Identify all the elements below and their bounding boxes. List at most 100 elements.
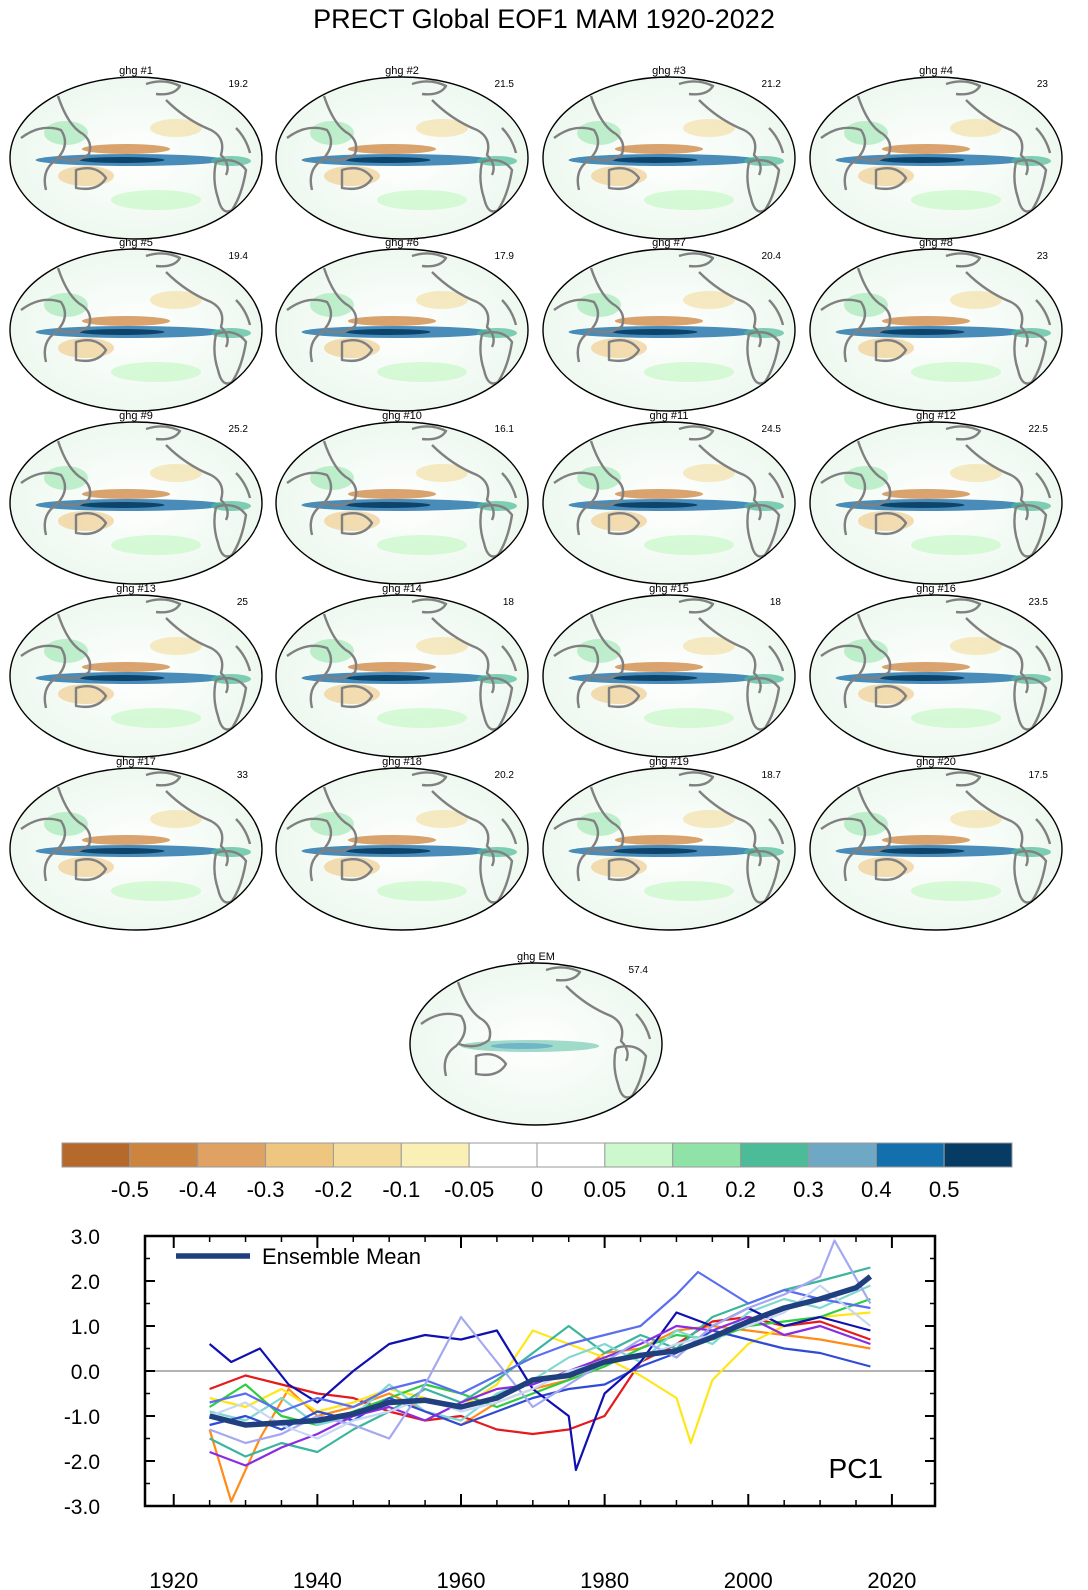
coastline [945,425,982,441]
wet-anomaly-patch [44,121,88,145]
coastline [420,1012,467,1077]
panel-label: ghg #17 [116,756,156,768]
coastline [235,299,252,326]
dry-anomaly-band [881,489,971,499]
coastline [1035,818,1052,845]
colorbar-swatch [672,1142,742,1168]
dry-anomaly-band [881,316,971,326]
dry-anomaly-band [81,835,171,845]
coastline [874,685,908,709]
dry-anomaly-band [614,489,704,499]
coastline [145,598,182,614]
eof-map-panel: ghg #16 23.5 [809,583,1063,758]
wet-anomaly-patch [111,708,201,728]
dry-anomaly-band [614,835,704,845]
dry-anomaly-patch [416,637,468,655]
coastline [20,644,67,709]
panel-variance-explained: 23 [1037,79,1049,90]
colorbar-label: -0.4 [179,1177,217,1202]
coastline [820,298,867,363]
wet-anomaly-patch [44,466,88,490]
wet-anomaly-patch [377,535,467,555]
wet-anomaly-patch [44,293,88,317]
panel-label: ghg #15 [649,583,689,595]
panel-variance-explained: 25.2 [229,424,249,435]
map-border [275,594,529,758]
y-tick-label: -3.0 [64,1496,100,1519]
wet-anomaly-patch [844,466,888,490]
panel-variance-explained: 19.4 [229,251,249,262]
dry-anomaly-band [881,835,971,845]
eof-map-panel: ghg #3 21.2 [542,65,796,240]
coastline [678,252,715,268]
dry-anomaly-patch [950,291,1002,309]
coastline [698,444,762,521]
coastline [678,598,715,614]
y-tick-label: -2.0 [64,1451,100,1474]
panel-label: ghg #20 [916,756,956,768]
colorbar: -0.5 -0.4 -0.3 -0.2 -0.1 -0.05 0 0.05 0.1 0.2 0.3 0… [61,1142,1013,1202]
wet-anomaly-patch [111,881,201,901]
equatorial-core [612,157,698,163]
panel-label: ghg #14 [382,583,422,595]
y-tick-label: 3.0 [71,1226,100,1249]
coastline [607,339,641,363]
colorbar-label: 0.2 [725,1177,756,1202]
colorbar-swatch [740,1142,809,1168]
panel-label: ghg #9 [119,410,153,422]
coastline [678,771,715,787]
coastline [1035,645,1052,672]
eof-map-panel: ghg #17 33 [9,756,263,931]
coastline [856,95,892,162]
coastline [74,167,108,191]
coastline [74,858,108,882]
eof-map-panel: ghg EM 57.4 [409,951,663,1126]
colorbar-label: -0.3 [247,1177,285,1202]
coastline [820,817,867,882]
coastline [768,472,785,499]
eof-map-panel: ghg #10 16.1 [275,410,529,585]
dry-anomaly-patch [150,119,202,137]
coastline [698,617,762,694]
wet-anomaly-patch [644,362,734,382]
coastline [74,685,108,709]
colorbar-label: -0.5 [111,1177,149,1202]
coastline [589,95,625,162]
coastline [456,981,492,1048]
equatorial-core [879,329,965,335]
coastline [411,80,448,96]
x-tick-label: 1980 [580,1568,629,1590]
panel-variance-explained: 17.5 [1029,770,1049,781]
coastline [235,127,252,154]
dry-anomaly-patch [150,464,202,482]
eof-map-panel: ghg #20 17.5 [809,756,1063,931]
eof-map-panel: ghg #15 18 [542,583,796,758]
coastline [965,444,1029,521]
equatorial-core [612,329,698,335]
equatorial-core [612,502,698,508]
equatorial-core [79,157,165,163]
panel-variance-explained: 18 [503,597,515,608]
map-border [275,76,529,240]
colorbar-label: 0.05 [583,1177,626,1202]
panel-variance-explained: 21.2 [762,79,782,90]
dry-anomaly-patch [950,464,1002,482]
dry-anomaly-patch [150,637,202,655]
dry-anomaly-band [347,144,437,154]
coastline [965,99,1029,176]
wet-anomaly-patch [377,708,467,728]
wet-anomaly-patch [310,121,354,145]
coastline [589,440,625,507]
coastline [945,598,982,614]
coastline [20,471,67,536]
panel-variance-explained: 17.9 [495,251,515,262]
equatorial-core [79,675,165,681]
wet-anomaly-patch [377,190,467,210]
ensemble-member-line [209,1311,871,1445]
coastline [322,95,358,162]
colorbar-swatch [332,1142,402,1168]
dry-anomaly-band [347,489,437,499]
colorbar-swatch [875,1142,945,1168]
eof-map-panel: ghg #1 19.2 [9,65,263,240]
